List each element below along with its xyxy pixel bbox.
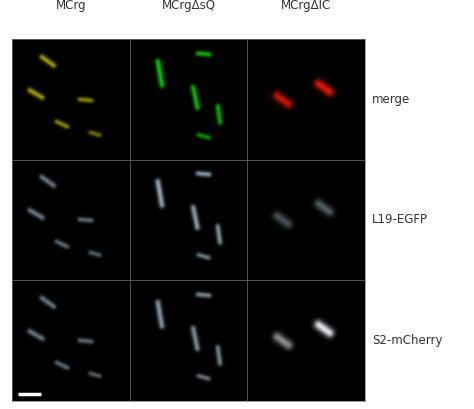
Text: MCrg: MCrg bbox=[55, 0, 86, 11]
Text: MCrgΔIC: MCrgΔIC bbox=[281, 0, 331, 11]
Text: L19-EGFP: L19-EGFP bbox=[372, 213, 428, 226]
Text: merge: merge bbox=[372, 93, 410, 106]
Text: S2-mCherry: S2-mCherry bbox=[372, 334, 443, 347]
Text: MCrgΔsQ: MCrgΔsQ bbox=[162, 0, 215, 11]
